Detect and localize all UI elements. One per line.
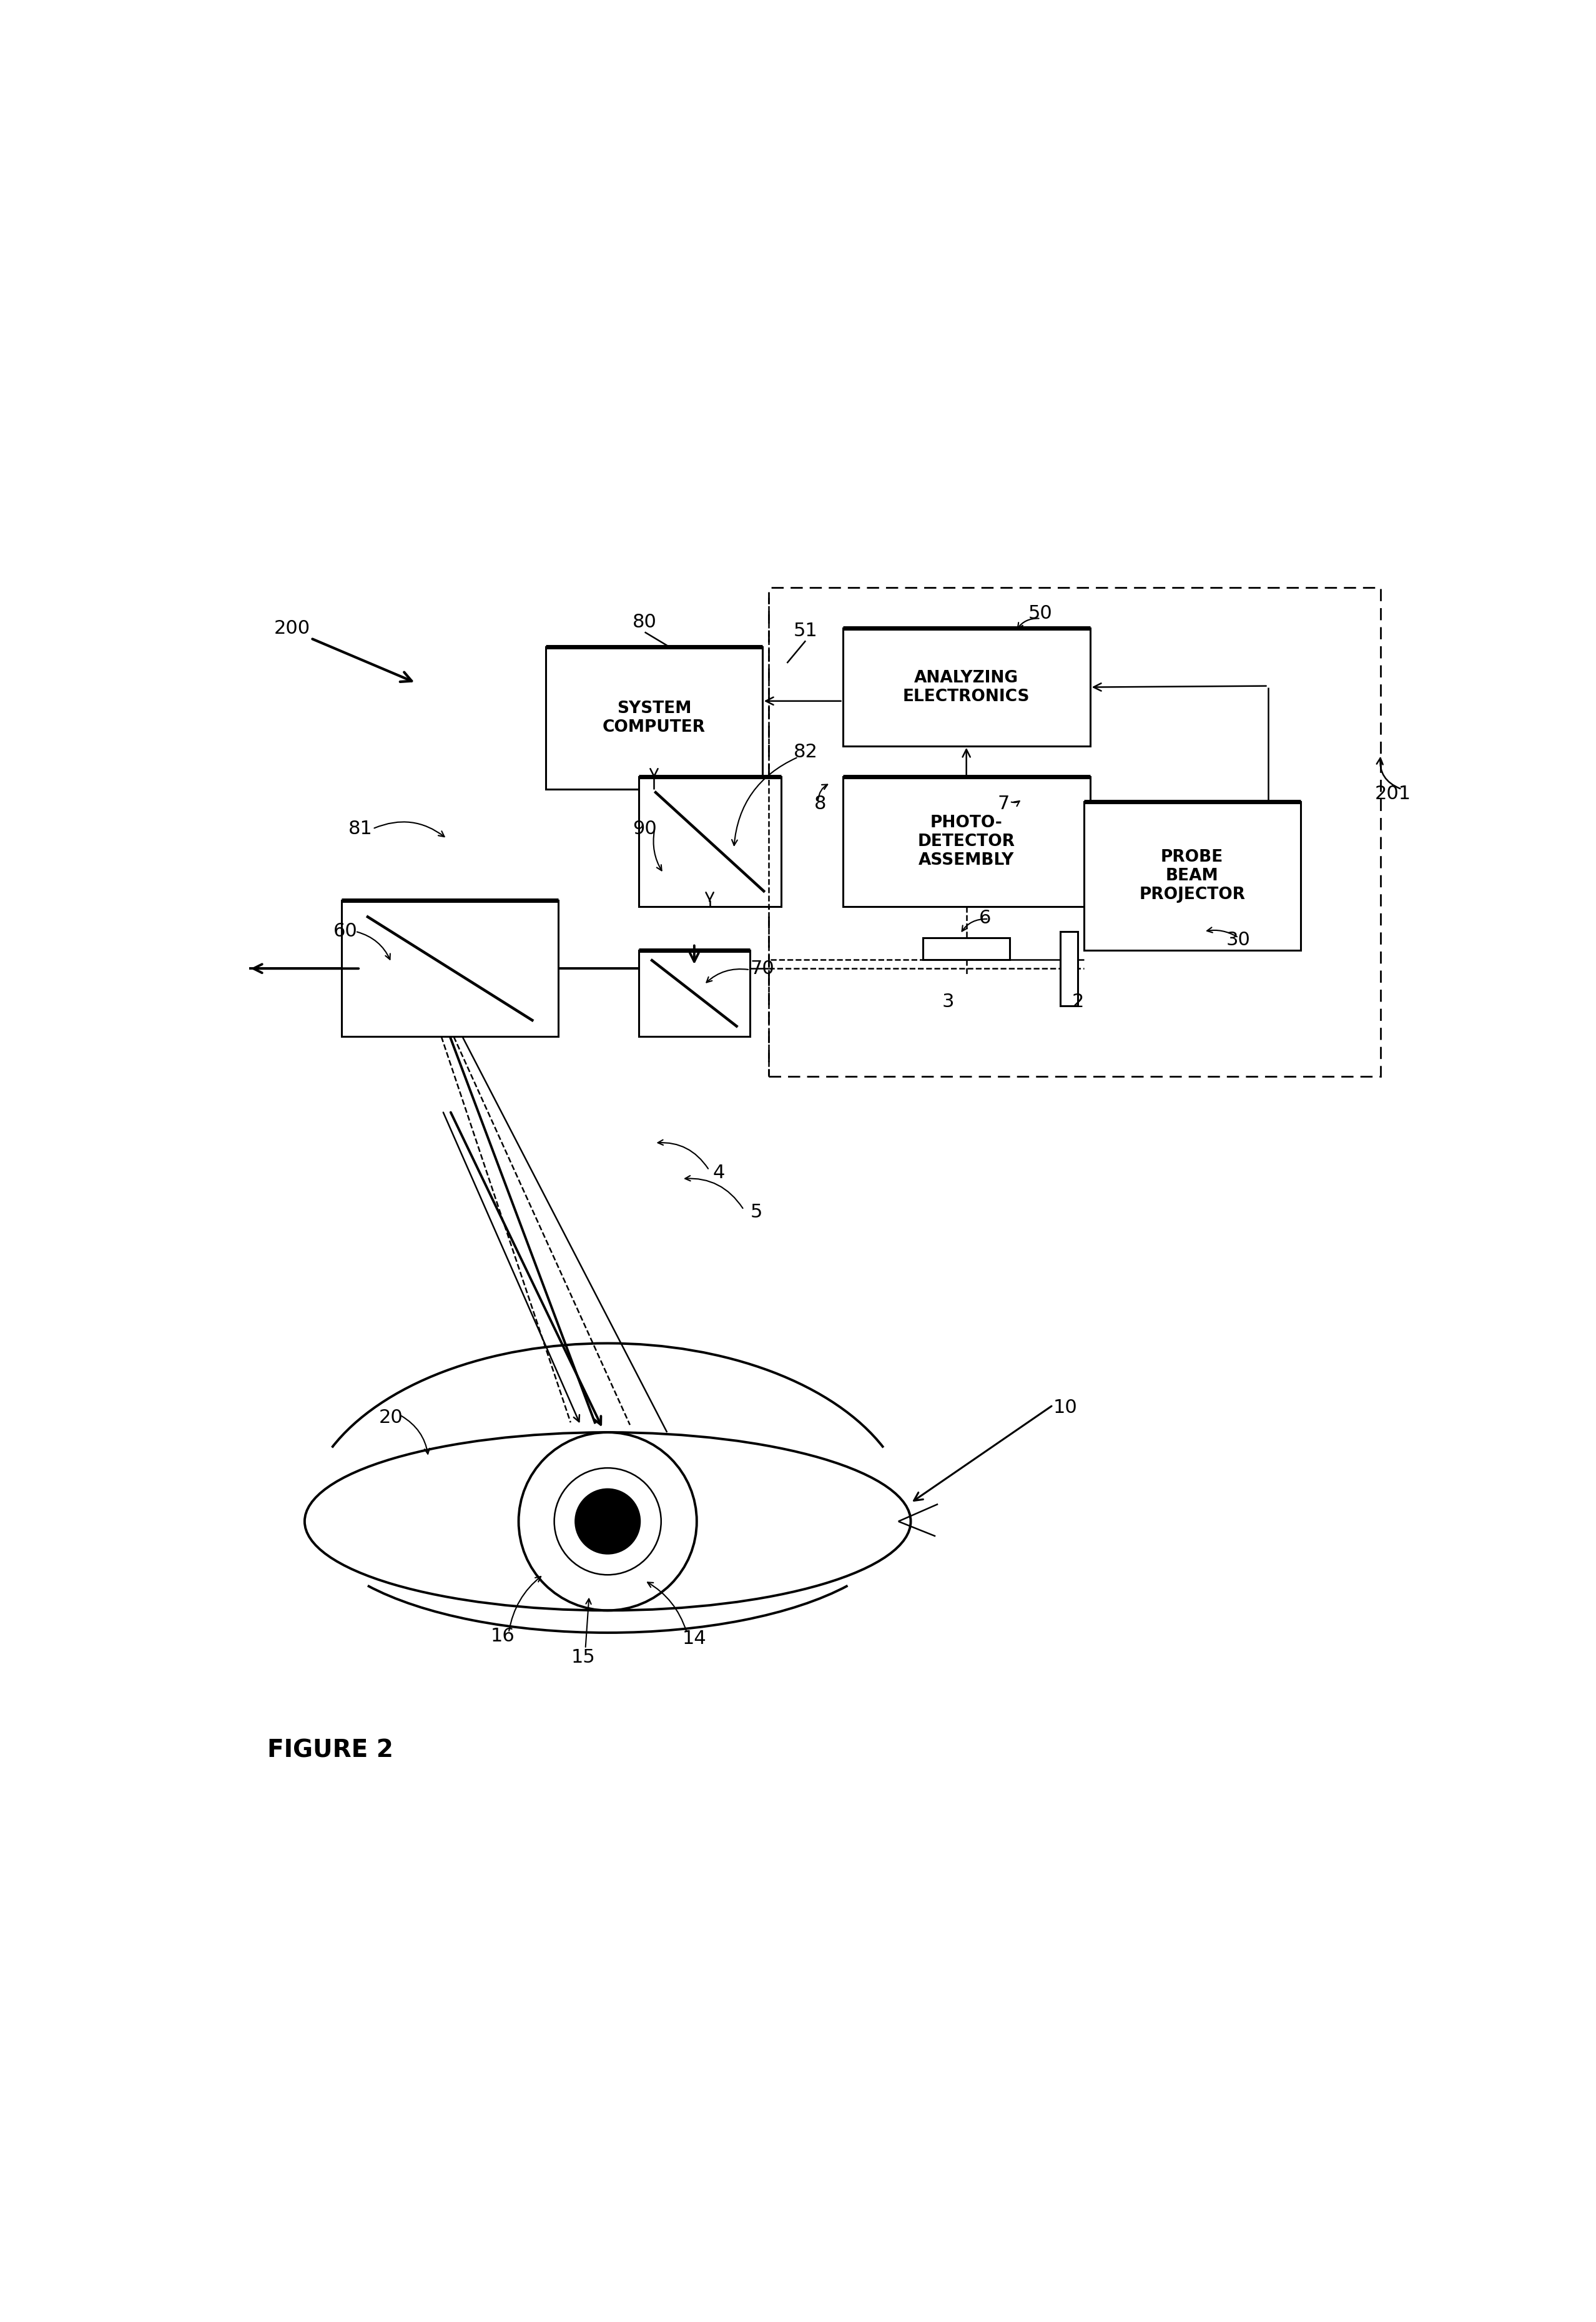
Text: 5: 5 <box>750 1203 763 1221</box>
Bar <box>922 938 1010 959</box>
Text: 80: 80 <box>632 613 658 632</box>
Text: 14: 14 <box>681 1630 707 1649</box>
Text: 15: 15 <box>571 1649 595 1667</box>
Text: 20: 20 <box>380 1409 404 1426</box>
Bar <box>1060 931 1077 1005</box>
Text: 81: 81 <box>348 820 372 838</box>
Circle shape <box>576 1488 640 1553</box>
Bar <box>769 587 1381 1075</box>
Ellipse shape <box>305 1433 911 1611</box>
Text: 2: 2 <box>1071 994 1084 1010</box>
Text: 6: 6 <box>978 908 991 926</box>
Text: PROBE
BEAM
PROJECTOR: PROBE BEAM PROJECTOR <box>1140 850 1245 903</box>
Text: 90: 90 <box>632 820 658 838</box>
Text: 70: 70 <box>750 959 774 978</box>
Bar <box>638 950 750 1036</box>
Text: 4: 4 <box>713 1163 725 1182</box>
Bar <box>843 778 1090 906</box>
Text: 8: 8 <box>814 794 827 813</box>
Text: PHOTO-
DETECTOR
ASSEMBLY: PHOTO- DETECTOR ASSEMBLY <box>918 815 1015 868</box>
Text: 50: 50 <box>1028 604 1053 622</box>
Text: 7: 7 <box>998 794 1010 813</box>
Text: 3: 3 <box>942 994 954 1010</box>
Bar <box>638 778 780 906</box>
Bar <box>843 629 1090 745</box>
Text: SYSTEM
COMPUTER: SYSTEM COMPUTER <box>603 701 705 736</box>
Text: 51: 51 <box>793 622 817 641</box>
Text: ANALYZING
ELECTRONICS: ANALYZING ELECTRONICS <box>903 669 1029 704</box>
Text: 16: 16 <box>490 1628 514 1646</box>
Bar <box>546 648 763 789</box>
Text: 60: 60 <box>334 922 358 940</box>
Bar <box>1084 801 1301 950</box>
Text: 200: 200 <box>275 620 310 639</box>
Text: FIGURE 2: FIGURE 2 <box>268 1739 394 1762</box>
Bar <box>342 901 559 1036</box>
Text: 201: 201 <box>1376 785 1411 803</box>
Text: 82: 82 <box>793 743 817 762</box>
Text: 10: 10 <box>1053 1398 1077 1416</box>
Text: 30: 30 <box>1226 931 1251 950</box>
